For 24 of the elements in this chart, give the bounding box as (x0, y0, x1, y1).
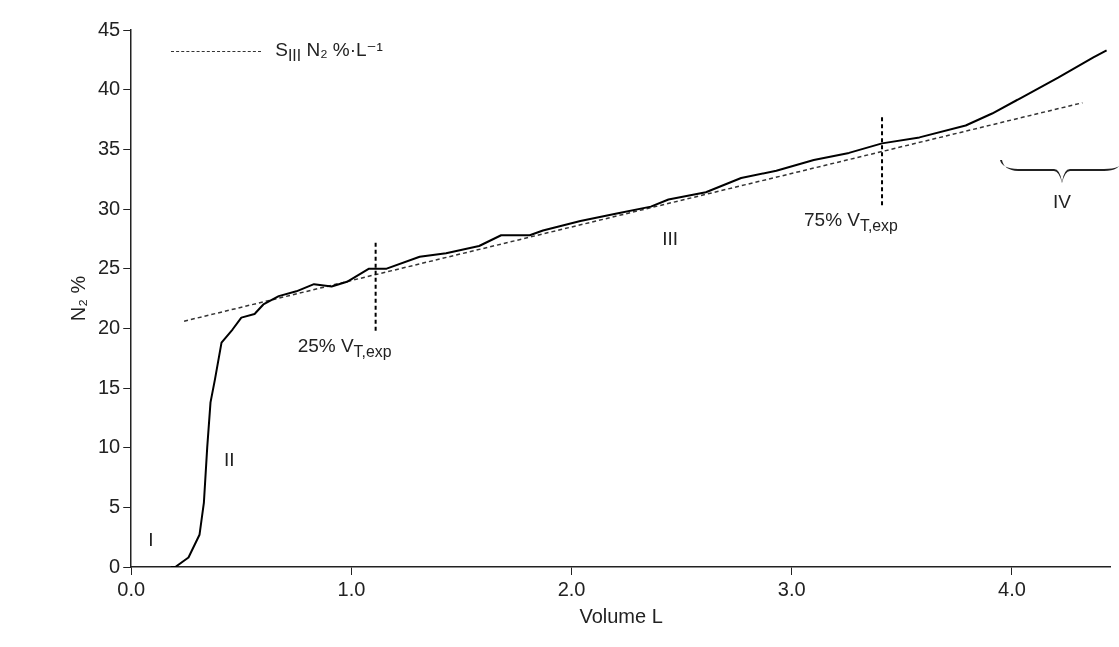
x-axis-title: Volume L (579, 604, 663, 627)
legend-label: S$_{III}$ N₂ %·L⁻¹ (275, 38, 383, 65)
x-tick-label: 2.0 (557, 577, 586, 600)
y-tick-label: 35 (98, 136, 121, 159)
y-tick-label: 0 (109, 554, 121, 577)
y-tick-label: 10 (98, 435, 121, 458)
x-tick-label: 1.0 (337, 577, 366, 600)
y-tick-label: 45 (98, 17, 121, 40)
annotation: I (148, 529, 154, 552)
annotation: IV (1053, 190, 1071, 213)
x-tick-label: 3.0 (777, 577, 806, 600)
x-tick-label: 0.0 (117, 577, 146, 600)
y-tick-label: 25 (98, 256, 121, 279)
annotation: II (223, 448, 235, 471)
ref-line-label: 25% V$_{T,exp}$ (297, 334, 392, 361)
y-axis-title: N₂ % (66, 275, 89, 322)
y-tick-label: 5 (109, 494, 121, 517)
y-tick-label: 40 (98, 77, 121, 100)
x-tick-label: 4.0 (998, 577, 1026, 600)
ref-line-label: 75% V$_{T,exp}$ (804, 209, 898, 236)
y-tick-label: 20 (98, 315, 121, 338)
y-tick-label: 30 (98, 196, 121, 219)
annotation: III (662, 228, 679, 251)
y-tick-label: 15 (98, 375, 121, 398)
